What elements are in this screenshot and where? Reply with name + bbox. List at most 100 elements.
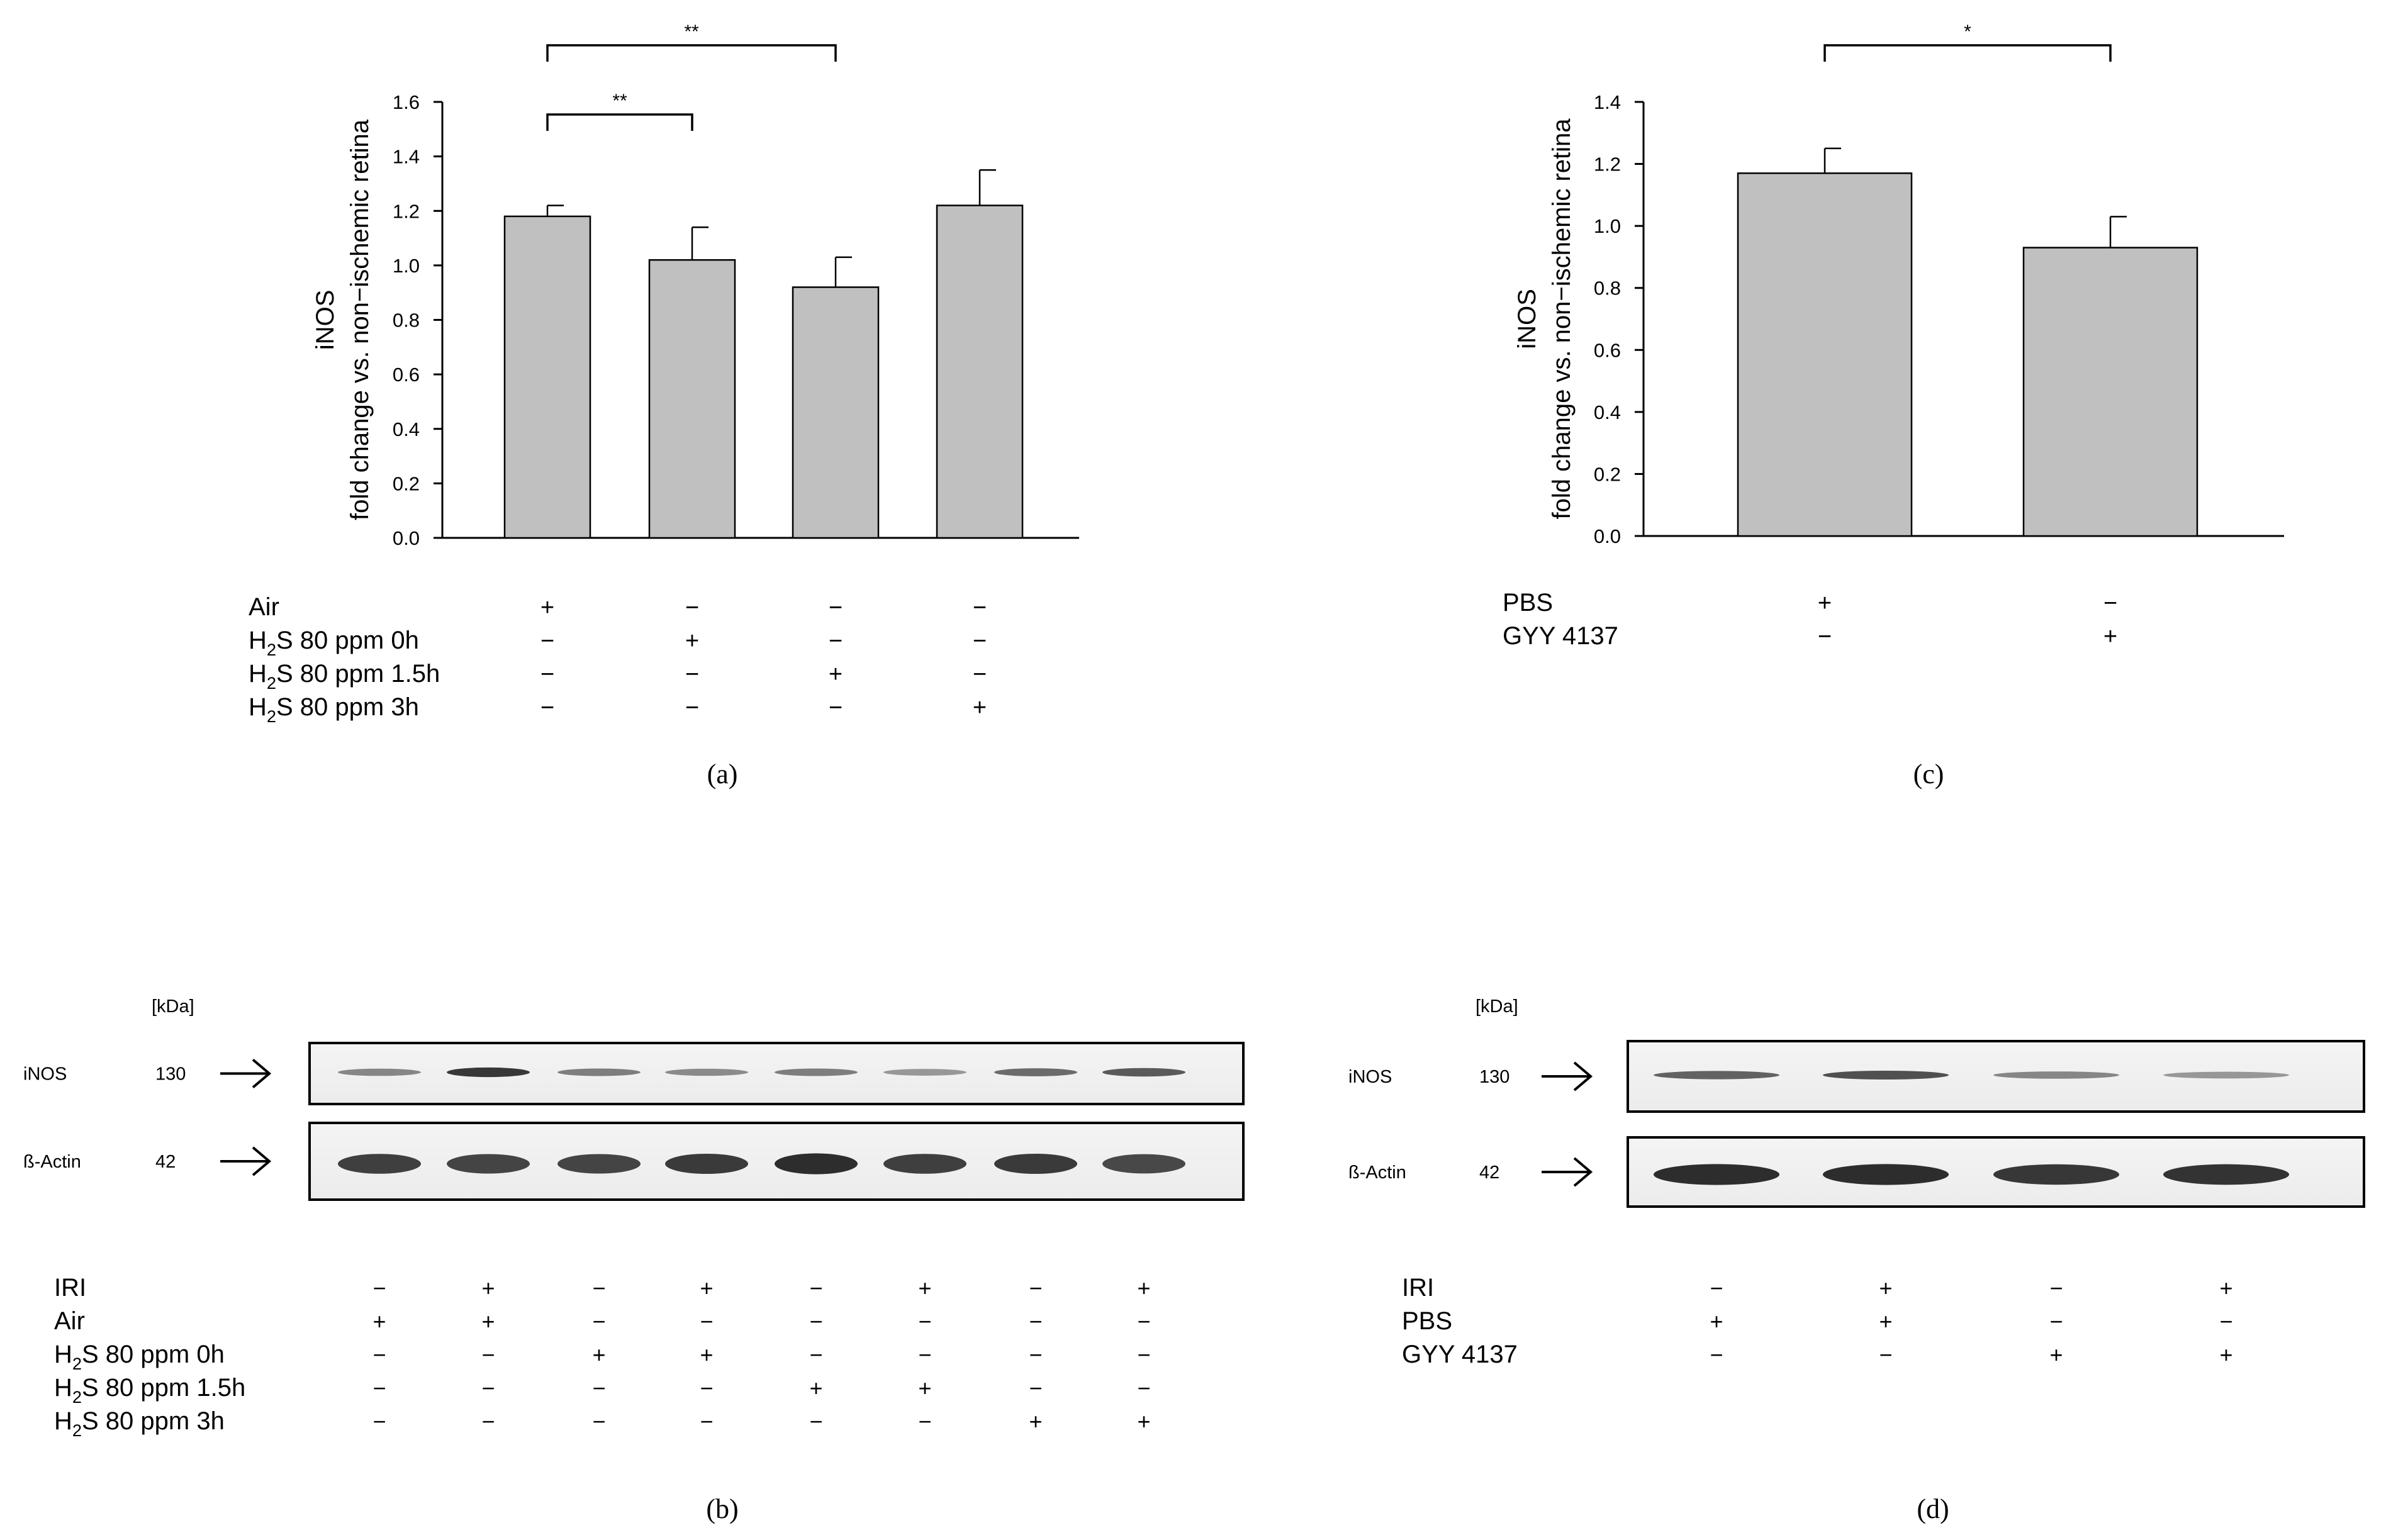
blot-band <box>338 1068 421 1076</box>
condition-mark: − <box>685 695 699 721</box>
condition-mark: − <box>973 661 987 688</box>
blot-band <box>1654 1071 1779 1080</box>
significance-label: * <box>1964 21 1971 42</box>
blot-band <box>2163 1071 2289 1079</box>
blot-band <box>1102 1154 1185 1174</box>
condition-label: PBS <box>1402 1307 1452 1335</box>
condition-mark: − <box>1710 1342 1723 1368</box>
condition-mark: + <box>592 1342 605 1368</box>
panel-a-bar-chart: 0.0 0.2 0.4 0.6 0.8 1.0 1.2 1.4 1.6 iNOS fold chan… <box>249 21 1079 790</box>
protein-label: iNOS <box>23 1064 67 1085</box>
condition-mark: − <box>1029 1275 1042 1301</box>
panel-label: (c) <box>1913 759 1944 790</box>
bar <box>648 259 736 539</box>
condition-label: GYY 4137 <box>1503 622 1618 650</box>
condition-mark: − <box>1879 1342 1892 1368</box>
blot-band <box>665 1153 748 1175</box>
condition-mark: − <box>372 1275 386 1301</box>
blot-band <box>557 1154 641 1174</box>
condition-mark: + <box>2103 623 2117 650</box>
kda-unit-label: [kDa] <box>152 996 194 1017</box>
condition-mark: − <box>481 1342 495 1368</box>
condition-label: IRI <box>54 1274 86 1302</box>
condition-label-main: IRI <box>54 1274 86 1302</box>
condition-mark: − <box>809 1409 822 1434</box>
condition-mark: + <box>1818 590 1832 617</box>
y-tick-label: 0.0 <box>1594 525 1621 547</box>
condition-mark: − <box>540 628 554 654</box>
condition-mark: + <box>1879 1308 1892 1334</box>
blot-band <box>1993 1164 2119 1185</box>
y-tick-label: 0.2 <box>393 472 420 494</box>
condition-label-rest: S 80 ppm 1.5h <box>276 660 440 688</box>
y-tick-label: 1.4 <box>393 146 420 168</box>
panel-label: (d) <box>1917 1493 1949 1524</box>
bar <box>2022 247 2198 537</box>
condition-mark: − <box>829 628 843 654</box>
condition-label-main: IRI <box>1402 1274 1434 1302</box>
condition-label: H2S 80 ppm 3h <box>54 1407 225 1440</box>
y-tick-label: 1.4 <box>1594 91 1621 113</box>
bar <box>1737 172 1913 537</box>
condition-mark: − <box>540 695 554 721</box>
condition-mark: − <box>1029 1342 1042 1368</box>
blot-band <box>1993 1071 2119 1079</box>
condition-mark: + <box>1710 1308 1723 1334</box>
bar <box>792 286 880 539</box>
condition-label-sub: 2 <box>267 640 276 659</box>
blot-band <box>775 1068 858 1076</box>
y-tick-label: 0.6 <box>393 364 420 386</box>
condition-label-rest: S 80 ppm 0h <box>276 627 419 654</box>
y-tick-label: 0.2 <box>1594 463 1621 485</box>
y-axis-label-line1: iNOS <box>311 290 339 350</box>
condition-mark: − <box>918 1342 931 1368</box>
condition-mark: − <box>372 1375 386 1401</box>
condition-label-rest: S 80 ppm 3h <box>276 693 419 721</box>
condition-mark: − <box>829 695 843 721</box>
condition-mark: + <box>1879 1275 1892 1301</box>
condition-label: GYY 4137 <box>1402 1341 1518 1368</box>
y-tick-label: 1.6 <box>393 91 420 113</box>
y-axis-label-line2: fold change vs. non−ischemic retina <box>1548 118 1576 520</box>
condition-label-main: H <box>249 627 267 654</box>
significance-label: ** <box>612 91 627 111</box>
blot-band <box>557 1068 641 1076</box>
y-tick-label: 1.2 <box>393 200 420 222</box>
condition-mark: − <box>540 661 554 688</box>
condition-mark: + <box>918 1275 931 1301</box>
condition-mark: − <box>700 1375 713 1401</box>
condition-label-sub: 2 <box>267 706 276 726</box>
significance-bracket <box>1823 44 2112 62</box>
y-tick-label: 0.8 <box>393 310 420 332</box>
y-tick-label: 0.4 <box>393 418 420 440</box>
protein-label: iNOS <box>1348 1067 1392 1087</box>
condition-label: H2S 80 ppm 1.5h <box>54 1374 245 1407</box>
condition-mark: − <box>685 661 699 688</box>
condition-label-main: PBS <box>1503 589 1553 617</box>
condition-mark: + <box>1137 1409 1150 1434</box>
panel-label: (b) <box>706 1493 738 1524</box>
blot-band <box>1654 1164 1779 1185</box>
blot-band <box>775 1153 858 1175</box>
kda-unit-label: [kDa] <box>1476 996 1518 1017</box>
y-tick-label: 1.0 <box>1594 215 1621 237</box>
condition-label: Air <box>249 593 279 621</box>
arrow-icon-head <box>1573 1061 1593 1091</box>
condition-label-main: H <box>54 1374 72 1402</box>
condition-mark: + <box>1029 1409 1042 1434</box>
condition-mark: − <box>1818 623 1832 650</box>
condition-mark: + <box>1137 1275 1150 1301</box>
blot-band <box>883 1154 966 1174</box>
y-axis-label-line1: iNOS <box>1513 289 1541 349</box>
condition-label-sub: 2 <box>72 1420 82 1440</box>
condition-label-main: Air <box>249 593 279 621</box>
molecular-weight-label: 42 <box>155 1152 176 1172</box>
condition-mark: − <box>1029 1308 1042 1334</box>
y-tick-label: 0.8 <box>1594 277 1621 299</box>
y-tick-label: 0.6 <box>1594 339 1621 361</box>
condition-label: H2S 80 ppm 3h <box>249 693 419 726</box>
condition-mark: − <box>2219 1308 2232 1334</box>
condition-mark: − <box>592 1275 605 1301</box>
condition-label-sub: 2 <box>72 1387 82 1407</box>
condition-label: IRI <box>1402 1274 1434 1302</box>
